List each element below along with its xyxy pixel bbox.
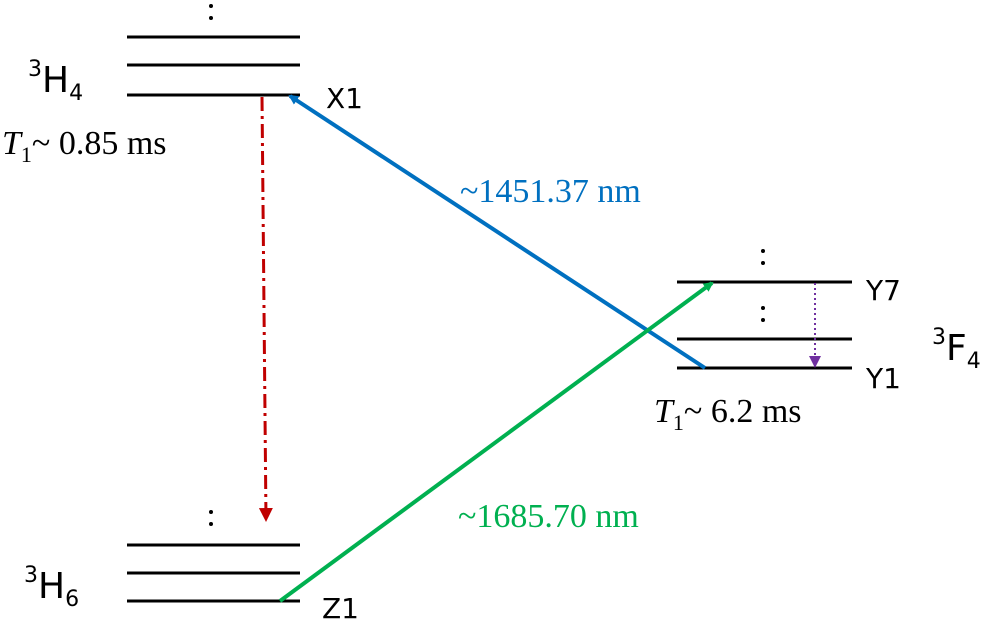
sublevel-label: Z1 <box>322 592 359 623</box>
ellipsis-dot <box>761 261 765 265</box>
level-3f4: Y7 Y1 3F4 T1~ 6.2 ms <box>654 249 981 435</box>
ellipsis-dot <box>209 510 213 514</box>
ellipsis-dot <box>209 522 213 526</box>
ellipsis-dot <box>761 249 765 253</box>
transition-label: ~1451.37 nm <box>460 173 641 210</box>
lifetime-symbol: T <box>2 125 23 162</box>
sublevel-label: Y7 <box>865 274 901 307</box>
term-sup: 3 <box>28 57 42 82</box>
lifetime-symbol: T <box>654 393 675 430</box>
term-letter: H <box>42 60 69 101</box>
absorption-arrow <box>288 94 707 370</box>
term-label: 3F4 <box>932 325 981 374</box>
lifetime: T1~ 6.2 ms <box>654 393 802 435</box>
term-sub: 4 <box>967 349 981 374</box>
lifetime-value: ~ 0.85 ms <box>32 125 167 162</box>
term-letter: F <box>946 328 967 369</box>
absorption-arrow <box>278 281 714 603</box>
term-label: 3H4 <box>28 57 83 106</box>
lifetime-value: ~ 6.2 ms <box>684 393 802 430</box>
term-letter: H <box>38 566 65 607</box>
level-3h4: 3H4 X1 T1~ 0.85 ms <box>2 4 363 167</box>
ellipsis-dot <box>209 16 213 20</box>
ellipsis-dot <box>209 4 213 8</box>
term-sup: 3 <box>932 325 946 350</box>
lifetime-sub: 1 <box>673 410 684 435</box>
ellipsis-dot <box>761 318 765 322</box>
term-label: 3H6 <box>24 563 79 612</box>
term-sup: 3 <box>24 563 38 588</box>
ellipsis-dot <box>761 306 765 310</box>
transition-label: ~1685.70 nm <box>458 498 639 535</box>
decay-arrow <box>258 96 273 522</box>
term-sub: 6 <box>65 587 79 612</box>
lifetime-sub: 1 <box>21 142 32 167</box>
sublevel-label: Y1 <box>865 362 901 395</box>
term-sub: 4 <box>69 81 83 106</box>
sublevel-label: X1 <box>326 82 363 115</box>
level-3h6: 3H6 Z1 <box>24 510 359 623</box>
lifetime: T1~ 0.85 ms <box>2 125 167 167</box>
